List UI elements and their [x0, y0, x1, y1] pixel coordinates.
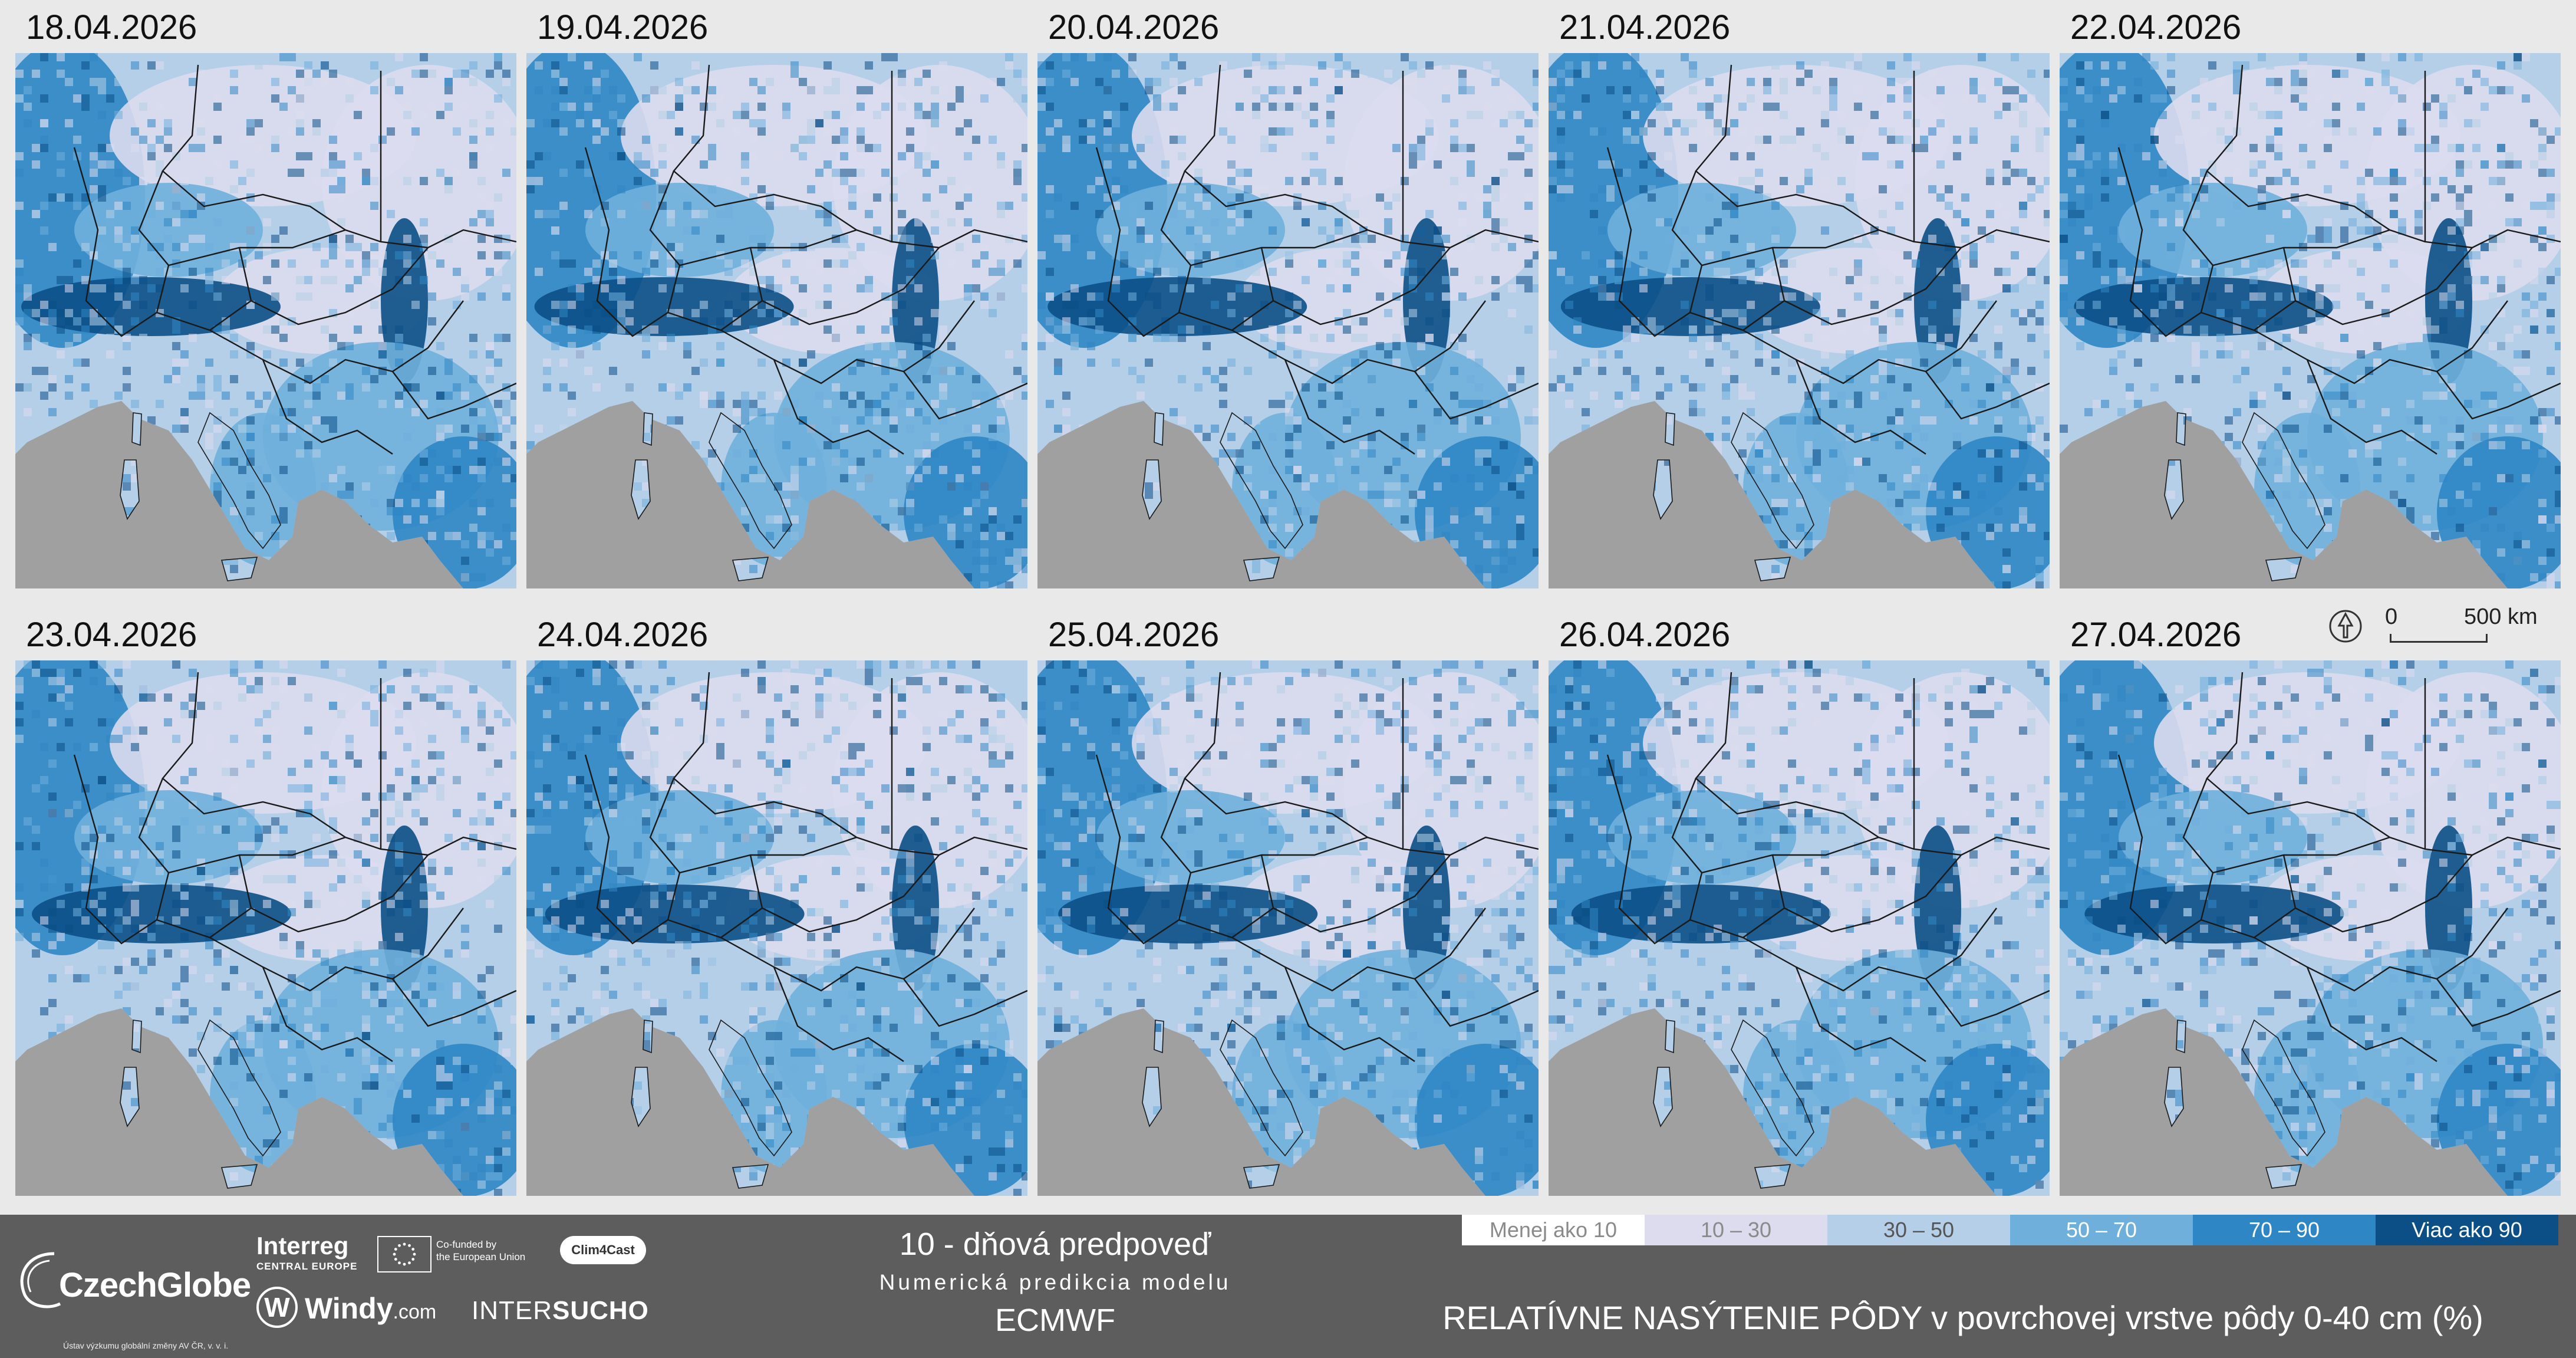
scale-line: [2390, 634, 2488, 643]
eu-line1: Co-funded by: [436, 1239, 497, 1250]
map-date: 27.04.2026: [2070, 616, 2242, 654]
legend-item: Viac ako 90: [2376, 1215, 2558, 1245]
czechglobe-swirl-icon: [20, 1252, 61, 1308]
eu-cofunded-text: Co-funded by the European Union: [436, 1238, 525, 1264]
eu-flag-icon: [377, 1236, 431, 1272]
map-date: 21.04.2026: [1559, 8, 1731, 47]
footer: CzechGlobe Ústav výzkumu globální změny …: [0, 1215, 2576, 1358]
windy-wordmark: Windy.com: [305, 1291, 436, 1326]
clim4cast-name: Clim4Cast: [560, 1236, 646, 1264]
map-date: 24.04.2026: [537, 616, 709, 654]
soil-moisture-map: [2060, 53, 2561, 588]
legend-item: 50 – 70: [2010, 1215, 2193, 1245]
intersucho-logo: INTERSUCHO: [472, 1296, 649, 1326]
czechglobe-subtitle: Ústav výzkumu globální změny AV ČR, v. v…: [63, 1341, 229, 1350]
soil-moisture-map: [1549, 53, 2050, 588]
eu-line2: the European Union: [436, 1251, 526, 1263]
scale-bar: 0 500 km: [2328, 604, 2538, 646]
scale-zero-label: 0: [2385, 604, 2398, 629]
soil-moisture-map: [526, 660, 1027, 1196]
soil-moisture-map: [1037, 53, 1539, 588]
intersucho-part1: INTER: [472, 1296, 552, 1325]
soil-moisture-map: [1549, 660, 2050, 1196]
north-arrow-icon: [2329, 610, 2362, 643]
interreg-name: Interreg: [256, 1232, 349, 1260]
variable-title: RELATÍVNE NASÝTENIE PÔDY v povrchovej vr…: [1442, 1299, 2483, 1336]
soil-moisture-map: [1037, 660, 1539, 1196]
clim4cast-logo: Clim4Cast: [560, 1236, 648, 1267]
map-date: 25.04.2026: [1048, 616, 1220, 654]
title-line2: Numerická predikcia modelu: [879, 1270, 1231, 1294]
map-date: 23.04.2026: [26, 616, 197, 654]
soil-moisture-map: [526, 53, 1027, 588]
map-date: 26.04.2026: [1559, 616, 1731, 654]
windy-name: Windy: [305, 1292, 393, 1325]
interreg-logo: Interreg CENTRAL EUROPE: [256, 1234, 357, 1272]
color-legend: Menej ako 10 10 – 30 30 – 50 50 – 70 70 …: [1462, 1215, 2558, 1245]
legend-item: Menej ako 10: [1462, 1215, 1645, 1245]
map-date: 22.04.2026: [2070, 8, 2242, 47]
interreg-subtitle: CENTRAL EUROPE: [256, 1261, 358, 1272]
legend-item: 30 – 50: [1827, 1215, 2010, 1245]
windy-suffix: .com: [393, 1301, 437, 1323]
czechglobe-logo: CzechGlobe Ústav výzkumu globální změny …: [13, 1242, 251, 1350]
map-date: 19.04.2026: [537, 8, 709, 47]
intersucho-part2: SUCHO: [552, 1296, 649, 1325]
forecast-title: 10 - dňová predpoveď Numerická predikcia…: [796, 1225, 1315, 1339]
soil-moisture-map: [2060, 660, 2561, 1196]
title-line1: 10 - dňová predpoveď: [899, 1227, 1211, 1262]
windy-w-icon: W: [256, 1287, 298, 1328]
legend-item: 10 – 30: [1645, 1215, 1827, 1245]
scale-distance-label: 500 km: [2464, 604, 2538, 629]
czechglobe-name: CzechGlobe: [59, 1266, 251, 1304]
soil-moisture-map: [15, 53, 516, 588]
title-line3: ECMWF: [995, 1302, 1115, 1338]
legend-item: 70 – 90: [2193, 1215, 2376, 1245]
soil-moisture-map: [15, 660, 516, 1196]
map-grid: 18.04.2026 19.04.2026 20.04.2026 21.04.2…: [15, 8, 2561, 1196]
map-date: 18.04.2026: [26, 8, 197, 47]
map-date: 20.04.2026: [1048, 8, 1220, 47]
